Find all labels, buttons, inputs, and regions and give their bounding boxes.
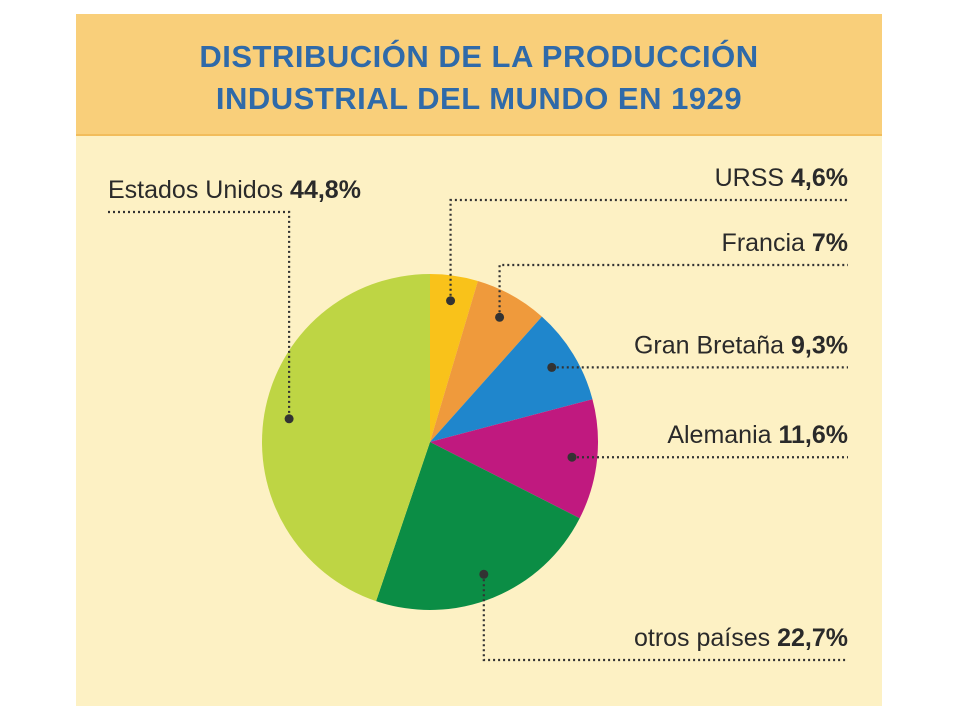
title-band: DISTRIBUCIÓN DE LA PRODUCCIÓN INDUSTRIAL… bbox=[76, 14, 882, 136]
slice-label-value: 22,7% bbox=[777, 624, 848, 652]
pie-slice-gran-bretana bbox=[430, 316, 593, 442]
leader-dot-estados-unidos bbox=[284, 414, 294, 424]
leader-lines bbox=[108, 198, 848, 662]
leader-line-otros-paises bbox=[482, 574, 848, 662]
slice-label-name: Estados Unidos bbox=[108, 176, 290, 204]
slice-label-estados-unidos: Estados Unidos 44,8% bbox=[108, 176, 361, 204]
slice-label-alemania: Alemania 11,6% bbox=[667, 421, 848, 449]
pie-slice-francia bbox=[430, 280, 542, 442]
slice-label-name: URSS bbox=[715, 164, 791, 192]
pie-slice-alemania bbox=[430, 399, 598, 519]
slice-label-value: 7% bbox=[812, 229, 848, 257]
slice-label-name: otros países bbox=[634, 624, 777, 652]
slice-label-value: 11,6% bbox=[778, 421, 848, 449]
slice-label-value: 4,6% bbox=[791, 164, 848, 192]
slice-label-otros-paises: otros países 22,7% bbox=[634, 624, 848, 652]
slice-label-gran-bretana: Gran Bretaña 9,3% bbox=[634, 331, 848, 359]
pie-slice-otros-paises bbox=[376, 442, 580, 610]
slice-label-value: 44,8% bbox=[290, 176, 361, 204]
slice-label-name: Francia bbox=[722, 229, 812, 257]
leader-line-francia bbox=[498, 263, 848, 318]
slice-label-francia: Francia 7% bbox=[722, 229, 848, 257]
slice-label-value: 9,3% bbox=[791, 331, 848, 359]
pie-slice-estados-unidos bbox=[262, 274, 430, 602]
leader-line-urss bbox=[449, 198, 848, 301]
chart-title-line-2: INDUSTRIAL DEL MUNDO EN 1929 bbox=[215, 81, 743, 116]
pie-slices bbox=[262, 274, 598, 610]
slice-label-urss: URSS 4,6% bbox=[715, 164, 848, 192]
slice-label-name: Alemania bbox=[667, 421, 778, 449]
pie-slice-urss bbox=[430, 274, 478, 442]
chart-title-line-1: DISTRIBUCIÓN DE LA PRODUCCIÓN bbox=[199, 39, 759, 74]
slice-label-name: Gran Bretaña bbox=[634, 331, 791, 359]
slice-labels: URSS 4,6% Francia 7% Gran Bretaña 9,3% Alem… bbox=[108, 164, 848, 652]
chart-title: DISTRIBUCIÓN DE LA PRODUCCIÓN INDUSTRIAL… bbox=[76, 36, 882, 120]
leader-line-estados-unidos bbox=[108, 210, 291, 419]
